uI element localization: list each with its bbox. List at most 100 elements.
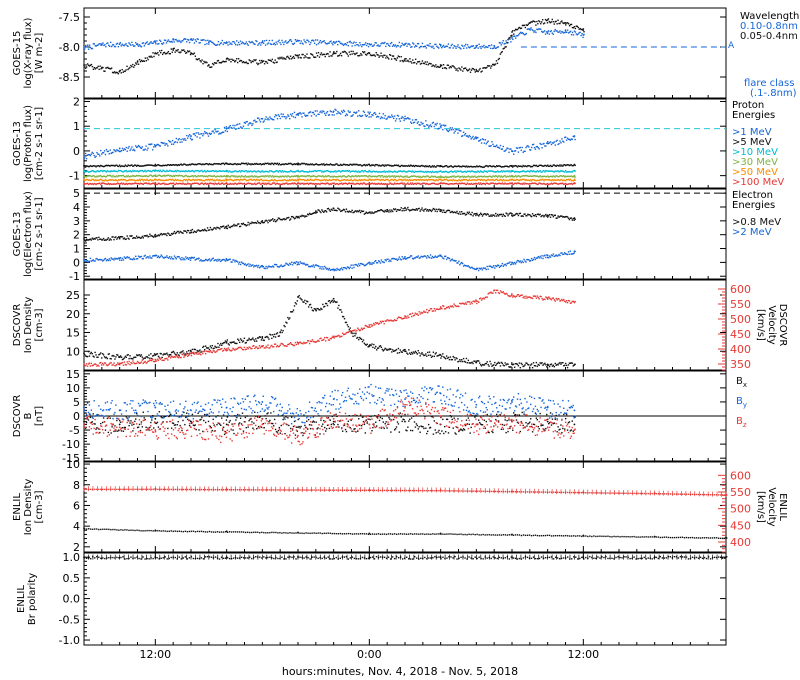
- data-point: [90, 183, 93, 185]
- data-point: [118, 179, 121, 181]
- data-point: [333, 114, 335, 116]
- data-point: [471, 175, 473, 177]
- data-point: [519, 31, 522, 34]
- data-point: [345, 179, 348, 181]
- data-point: [252, 179, 254, 181]
- data-point: [369, 183, 371, 185]
- data-point: [214, 179, 216, 182]
- anchor-point: [368, 43, 371, 45]
- anchor-point: [297, 178, 299, 181]
- data-point: [244, 42, 247, 45]
- data-point: [251, 40, 253, 43]
- data-point: [542, 183, 544, 185]
- data-point: [523, 175, 525, 177]
- data-point: [461, 213, 464, 215]
- data-point: [127, 179, 129, 182]
- data-point: [559, 182, 561, 185]
- data-point: [262, 182, 264, 185]
- data-point: [516, 147, 519, 149]
- data-point: [468, 183, 470, 185]
- data-point: [102, 179, 105, 182]
- data-point: [438, 208, 440, 210]
- data-point: [109, 41, 112, 44]
- data-point: [124, 70, 126, 73]
- data-point: [402, 117, 404, 119]
- data-point: [167, 232, 169, 234]
- data-point: [341, 170, 343, 172]
- data-point: [260, 44, 262, 46]
- data-point: [520, 170, 522, 173]
- data-point: [241, 162, 244, 165]
- data-point: [443, 176, 445, 179]
- data-point: [491, 179, 493, 181]
- data-point: [409, 164, 412, 166]
- data-point: [379, 209, 382, 211]
- data-point: [121, 183, 124, 185]
- data-point: [566, 178, 569, 181]
- data-point: [101, 179, 104, 182]
- data-point: [459, 211, 461, 213]
- data-point: [242, 178, 245, 181]
- data-point: [508, 179, 510, 181]
- anchor-point: [439, 175, 442, 178]
- data-point: [484, 179, 487, 182]
- data-point: [571, 171, 573, 173]
- data-point: [337, 40, 340, 42]
- data-point: [169, 234, 172, 236]
- data-point: [370, 175, 372, 178]
- data-point: [429, 209, 432, 212]
- data-point: [281, 170, 283, 172]
- data-point: [280, 179, 282, 182]
- data-point: [181, 174, 183, 177]
- data-point: [331, 179, 333, 181]
- data-point: [365, 44, 368, 47]
- data-point: [392, 55, 395, 57]
- data-point: [190, 139, 193, 141]
- data-point: [304, 171, 306, 173]
- data-point: [532, 20, 534, 22]
- data-point: [536, 170, 539, 172]
- data-point: [303, 183, 305, 186]
- data-point: [101, 239, 103, 241]
- data-point: [89, 64, 92, 66]
- data-point: [525, 171, 527, 173]
- data-point: [328, 55, 330, 58]
- data-point: [139, 146, 142, 149]
- data-point: [164, 53, 167, 55]
- data-point: [522, 175, 524, 177]
- data-point: [425, 47, 427, 49]
- data-point: [428, 62, 430, 65]
- data-point: [392, 175, 394, 177]
- data-point: [565, 24, 567, 26]
- data-point: [300, 170, 302, 172]
- data-point: [114, 236, 116, 239]
- data-point: [376, 178, 379, 181]
- data-point: [256, 182, 259, 185]
- data-point: [377, 54, 379, 56]
- data-point: [144, 57, 147, 59]
- data-point: [189, 179, 192, 182]
- data-point: [398, 165, 401, 168]
- data-point: [118, 175, 121, 177]
- data-point: [478, 170, 480, 173]
- data-point: [288, 216, 290, 219]
- data-point: [453, 179, 455, 182]
- data-point: [345, 170, 348, 172]
- data-point: [181, 232, 183, 234]
- data-point: [473, 47, 476, 50]
- data-point: [93, 237, 95, 240]
- data-point: [211, 182, 213, 185]
- data-point: [429, 166, 432, 168]
- data-point: [401, 164, 403, 167]
- data-point: [375, 211, 378, 213]
- data-point: [420, 176, 422, 179]
- data-point: [148, 182, 150, 184]
- data-point: [133, 45, 135, 47]
- data-point: [271, 162, 273, 165]
- data-point: [574, 179, 576, 181]
- data-point: [101, 44, 103, 46]
- data-point: [156, 164, 159, 166]
- data-point: [279, 179, 281, 182]
- data-point: [233, 223, 235, 226]
- data-point: [186, 229, 189, 232]
